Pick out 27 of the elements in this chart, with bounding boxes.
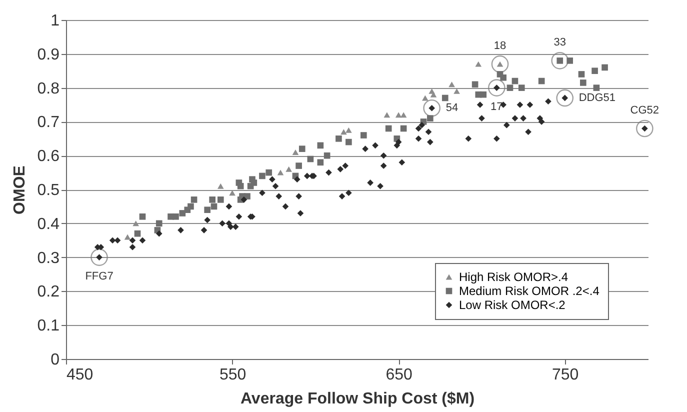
annotation: 54 bbox=[446, 102, 458, 114]
legend-label: High Risk OMOR>.4 bbox=[459, 270, 568, 284]
y-tick-label: 0.8 bbox=[37, 80, 60, 98]
y-tick-label: 0.7 bbox=[37, 114, 60, 132]
annotation: 17 bbox=[490, 100, 503, 113]
y-tick-label: 0.5 bbox=[37, 182, 60, 199]
y-tick-label: 0.3 bbox=[37, 250, 60, 267]
x-axis-title: Average Follow Ship Cost ($M) bbox=[240, 390, 475, 408]
y-tick-label: 0.6 bbox=[37, 148, 60, 166]
y-axis-title: OMOE bbox=[11, 165, 28, 214]
annotation: DDG51 bbox=[578, 92, 616, 104]
legend-label: Medium Risk OMOR .2<.4 bbox=[459, 284, 600, 298]
x-tick-label: 650 bbox=[386, 366, 413, 384]
annotation: FFG7 bbox=[85, 270, 114, 282]
y-tick-label: 0.4 bbox=[37, 216, 60, 233]
y-tick-label: 0 bbox=[50, 352, 60, 368]
y-tick-label: 0.1 bbox=[37, 318, 60, 335]
y-tick-label: 0.2 bbox=[37, 284, 60, 301]
x-tick-label: 450 bbox=[66, 366, 94, 384]
x-tick-label: 750 bbox=[552, 366, 579, 384]
annotation: 33 bbox=[554, 36, 566, 49]
annotation: CG52 bbox=[630, 104, 660, 116]
x-tick-label: 550 bbox=[219, 366, 246, 384]
y-tick-label: 0.9 bbox=[37, 46, 60, 64]
annotation: 18 bbox=[494, 40, 506, 52]
y-tick-label: 1 bbox=[50, 12, 60, 30]
legend-label: Low Risk OMOR<.2 bbox=[459, 298, 566, 312]
